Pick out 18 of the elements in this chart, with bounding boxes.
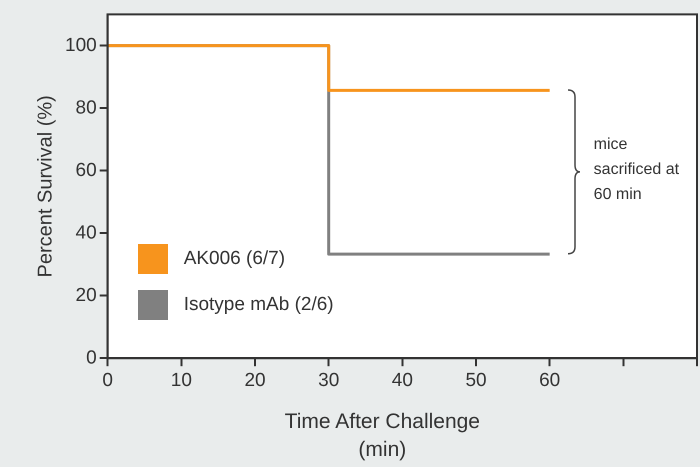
y-tick-label: 60 (76, 160, 97, 181)
y-axis-title: Percent Survival (%) (34, 95, 57, 278)
y-tick-label: 40 (76, 222, 97, 244)
x-tick-label: 60 (539, 370, 560, 391)
x-tick-label: 10 (170, 370, 192, 391)
x-tick-label: 40 (392, 370, 413, 391)
y-tick-label: 0 (86, 347, 97, 368)
annotation: mice sacrificed at 60 min (594, 132, 686, 208)
x-tick-label: 0 (102, 370, 113, 391)
y-tick-label: 80 (76, 97, 97, 118)
x-tick-label: 30 (318, 370, 340, 391)
y-tick-label: 100 (65, 34, 97, 56)
x-tick-label: 20 (244, 370, 266, 391)
y-tick-label: 20 (76, 284, 97, 306)
x-axis-title: Time After Challenge (min) (284, 409, 481, 463)
legend-label: Isotype mAb (2/6) (184, 294, 334, 316)
x-tick-label: 50 (465, 370, 487, 391)
legend-label: AK006 (6/7) (184, 248, 286, 270)
